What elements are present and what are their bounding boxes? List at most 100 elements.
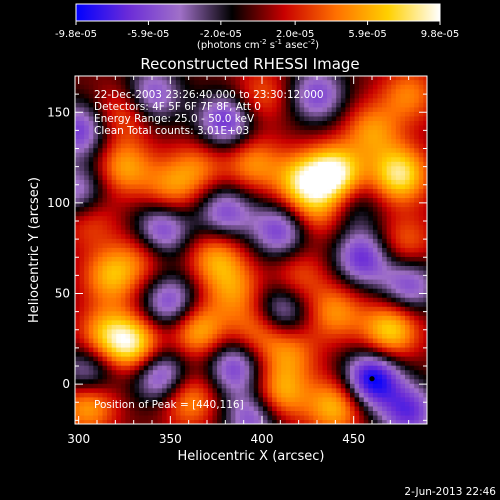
heatmap-cell [107,247,113,253]
heatmap-cell [125,156,131,162]
heatmap-cell [262,419,269,424]
heatmap-cell [322,211,328,217]
heatmap-cell [363,84,369,90]
heatmap-cell [217,297,223,303]
heatmap-cell [212,192,218,199]
heatmap-cell [102,179,108,185]
heatmap-cell [189,183,195,189]
heatmap-cell [162,206,168,212]
heatmap-cell [281,242,287,248]
heatmap-cell [331,76,337,81]
heatmap-cell [285,405,292,412]
heatmap-cell [262,356,269,362]
heatmap-cell [258,301,264,307]
heatmap-cell [253,102,259,108]
heatmap-cell [258,401,264,407]
heatmap-cell [207,170,214,176]
heatmap-cell [230,251,237,257]
heatmap-cell [180,88,186,94]
heatmap-cell [240,156,246,162]
heatmap-cell [336,279,342,285]
heatmap-cell [350,351,356,357]
heatmap-cell [359,387,365,393]
colorbar-tick-label: 9.8e-05 [421,29,459,40]
heatmap-cell [253,328,259,334]
heatmap-cell [363,161,369,167]
heatmap-cell [359,310,365,316]
heatmap-cell [240,179,246,185]
heatmap-cell [258,124,264,131]
heatmap-cell [258,206,264,212]
heatmap-cell [198,247,204,253]
heatmap-cell [230,220,237,226]
heatmap-cell [345,215,351,221]
heatmap-cell [203,102,209,108]
heatmap-cell [331,229,337,235]
heatmap-cell [350,97,356,103]
heatmap-cell [336,129,342,135]
heatmap-cell [331,174,337,180]
heatmap-cell [313,84,319,90]
heatmap-cell [75,251,81,257]
heatmap-cell [249,319,255,325]
heatmap-cell [116,392,122,398]
heatmap-cell [285,161,292,167]
heatmap-cell [93,120,99,126]
heatmap-cell [180,356,186,362]
heatmap-cell [249,410,255,416]
heatmap-cell [285,238,292,244]
heatmap-cell [203,247,209,253]
heatmap-cell [189,346,195,353]
heatmap-cell [102,283,108,289]
heatmap-cell [148,365,154,371]
heatmap-cell [143,120,149,126]
heatmap-cell [171,265,177,271]
heatmap-cell [152,301,159,307]
heatmap-cell [143,147,149,153]
heatmap-cell [285,106,292,112]
heatmap-cell [262,111,269,117]
heatmap-cell [139,310,145,316]
heatmap-cell [359,333,365,339]
heatmap-cell [230,319,237,325]
heatmap-cell [244,297,250,303]
heatmap-cell [203,242,209,248]
heatmap-cell [327,215,333,221]
heatmap-cell [267,251,273,257]
heatmap-cell [207,233,214,239]
heatmap-cell [189,111,195,117]
heatmap-cell [166,84,172,90]
heatmap-cell [107,233,113,239]
heatmap-cell [253,111,259,117]
heatmap-cell [221,84,227,90]
heatmap-cell [125,97,131,103]
heatmap-cell [116,97,122,103]
heatmap-cell [253,356,259,362]
heatmap-cell [221,88,227,94]
heatmap-cell [276,242,282,248]
heatmap-cell [189,410,195,416]
heatmap-cell [148,129,154,135]
heatmap-cell [295,215,301,221]
heatmap-cell [350,387,356,393]
heatmap-cell [249,124,255,131]
heatmap-cell [79,84,85,90]
heatmap-cell [317,419,324,424]
heatmap-cell [313,138,319,144]
heatmap-cell [267,79,273,85]
heatmap-cell [345,405,351,412]
heatmap-cell [272,337,278,344]
heatmap-cell [340,265,347,271]
heatmap-cell [295,319,301,325]
heatmap-cell [281,401,287,407]
heatmap-cell [340,342,347,348]
heatmap-cell [171,269,177,276]
heatmap-cell [272,134,278,140]
heatmap-cell [171,161,177,167]
heatmap-cell [308,324,314,330]
heatmap-cell [175,242,182,248]
heatmap-cell [194,188,200,194]
heatmap-cell [130,401,136,407]
heatmap-cell [313,315,319,321]
heatmap-cell [267,233,273,239]
